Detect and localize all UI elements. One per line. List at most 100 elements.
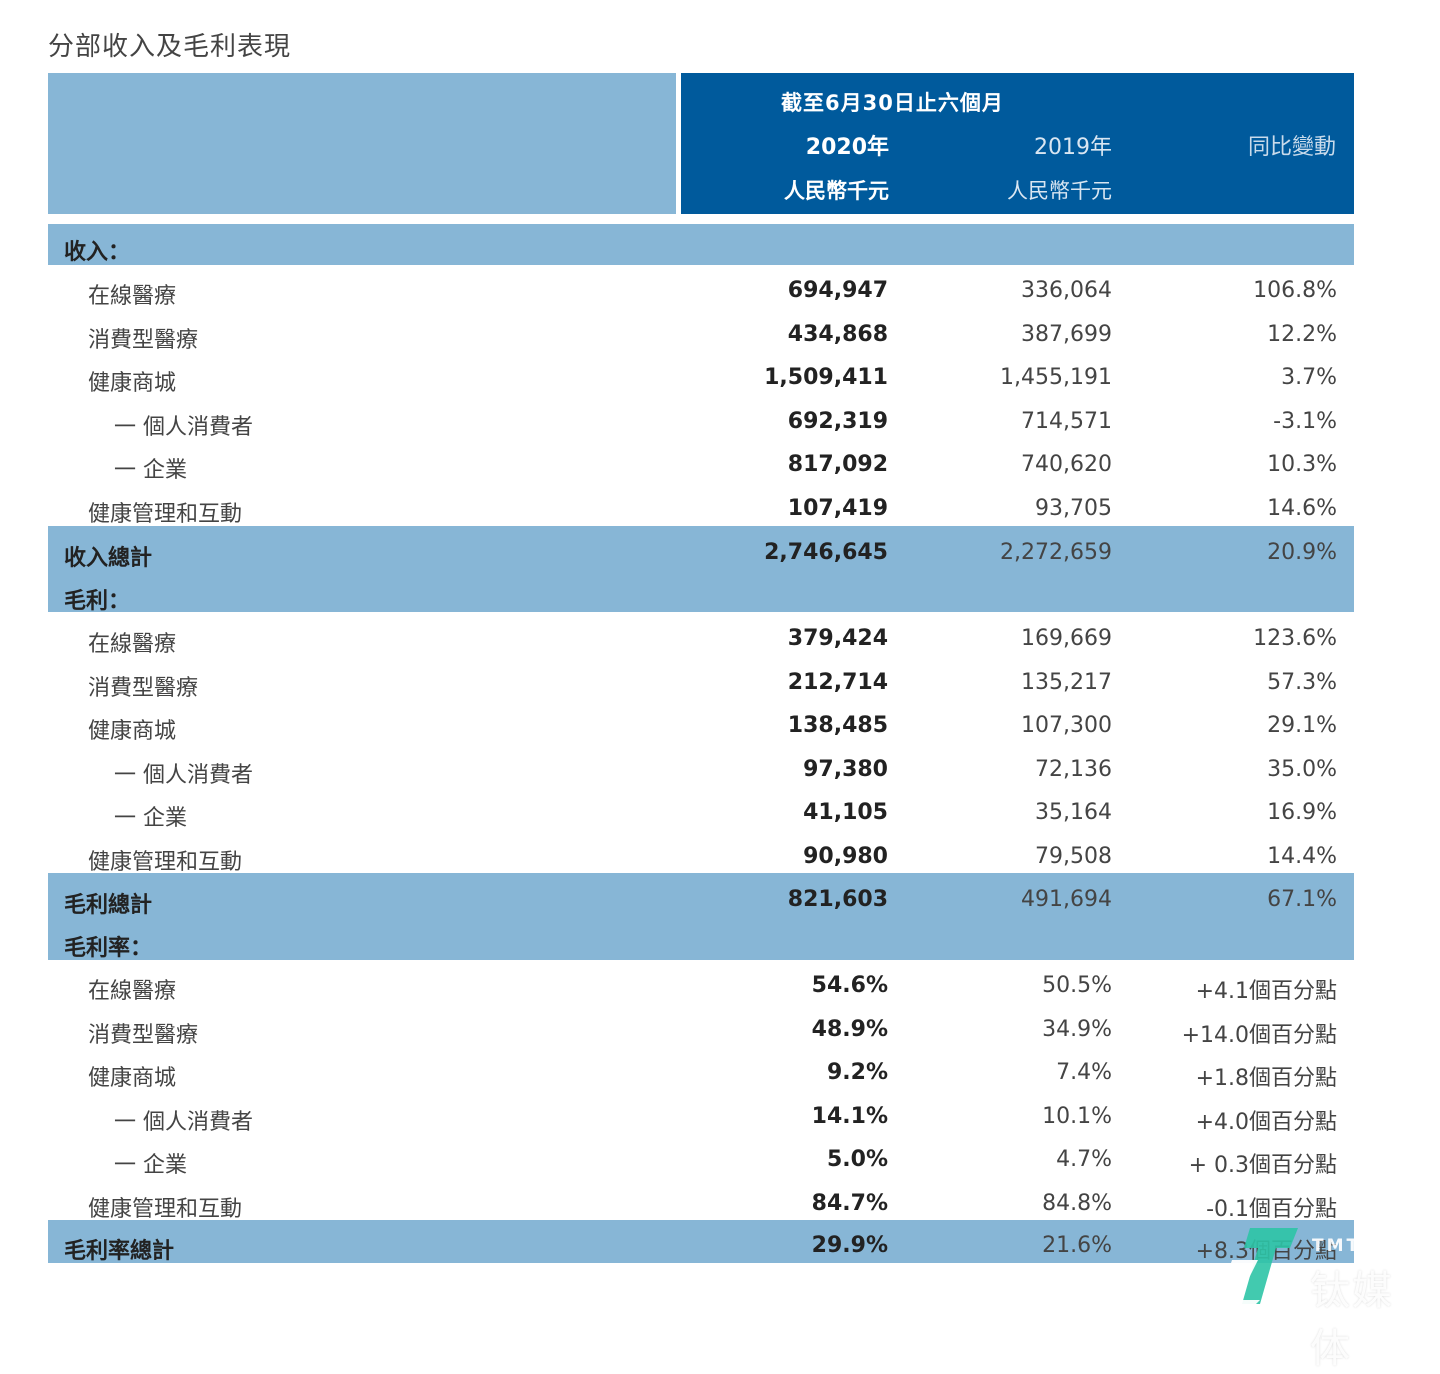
value-2020: 48.9% bbox=[811, 1016, 888, 1042]
value-change: -3.1% bbox=[1273, 408, 1337, 434]
value-2020: 694,947 bbox=[787, 278, 888, 303]
tmtpost-logo-icon bbox=[1228, 1228, 1298, 1304]
value-2019: 1,455,191 bbox=[1000, 365, 1112, 390]
row-label: 消費型醫療 bbox=[88, 675, 199, 701]
section-label-gross-profit: 毛利： bbox=[48, 575, 1354, 618]
value-2019: 387,699 bbox=[1021, 321, 1112, 347]
page-title: 分部收入及毛利表現 bbox=[48, 32, 292, 62]
revenue-total-row: 收入總計 2,746,645 2,272,659 20.9% bbox=[48, 532, 1354, 575]
value-2020: 379,424 bbox=[787, 626, 888, 651]
value-change: +4.0個百分點 bbox=[1195, 1109, 1337, 1135]
value-2020: 97,380 bbox=[803, 756, 888, 782]
row-label: 健康管理和互動 bbox=[88, 849, 243, 875]
row-label: 一 個人消費者 bbox=[114, 414, 253, 440]
value-2020: 212,714 bbox=[787, 669, 888, 695]
row-label: 一 個人消費者 bbox=[114, 1109, 253, 1135]
value-2020: 1,509,411 bbox=[764, 365, 888, 390]
value-2019: 79,508 bbox=[1035, 843, 1112, 869]
value-change: -0.1個百分點 bbox=[1206, 1196, 1337, 1222]
watermark-brand-en: TMTPOST bbox=[1312, 1236, 1424, 1256]
header-label-block bbox=[48, 73, 676, 214]
row-label: 在線醫療 bbox=[88, 284, 177, 309]
value-2020: 90,980 bbox=[803, 843, 888, 869]
value-change: 16.9% bbox=[1267, 800, 1337, 825]
table-row: 健康管理和互動 107,419 93,705 14.6% bbox=[48, 488, 1354, 531]
value-2019: 4.7% bbox=[1056, 1147, 1112, 1172]
value-2019: 135,217 bbox=[1021, 669, 1112, 695]
value-change: 29.1% bbox=[1267, 713, 1337, 738]
table-row: 消費型醫療 212,714 135,217 57.3% bbox=[48, 662, 1354, 705]
row-label: 健康商城 bbox=[88, 371, 177, 396]
value-2019: 714,571 bbox=[1021, 408, 1112, 434]
value-change: + 0.3個百分點 bbox=[1188, 1153, 1337, 1178]
value-2020: 29.9% bbox=[811, 1233, 888, 1258]
value-2019: 7.4% bbox=[1056, 1060, 1112, 1085]
value-2020: 821,603 bbox=[787, 887, 888, 912]
table-row: 在線醫療 694,947 336,064 106.8% bbox=[48, 270, 1354, 313]
value-change: 3.7% bbox=[1281, 365, 1337, 390]
column-unit: 人民幣千元 bbox=[1007, 179, 1112, 203]
column-header-2020: 2020年 人民幣千元 bbox=[784, 73, 889, 205]
value-change: 123.6% bbox=[1253, 626, 1337, 651]
section-band-gm-total bbox=[48, 1220, 1354, 1263]
value-2019: 169,669 bbox=[1021, 626, 1112, 651]
table-row: 在線醫療 54.6% 50.5% +4.1個百分點 bbox=[48, 965, 1354, 1008]
value-2019: 2,272,659 bbox=[1000, 540, 1112, 565]
table-row: 一 個人消費者 97,380 72,136 35.0% bbox=[48, 749, 1354, 792]
value-change: 57.3% bbox=[1267, 669, 1337, 695]
value-2020: 9.2% bbox=[826, 1060, 888, 1085]
value-change: 67.1% bbox=[1267, 887, 1337, 912]
row-label: 健康管理和互動 bbox=[88, 1196, 243, 1222]
value-2019: 50.5% bbox=[1042, 973, 1112, 998]
section-band-revenue bbox=[48, 224, 1354, 265]
table-row: 健康商城 1,509,411 1,455,191 3.7% bbox=[48, 357, 1354, 400]
column-unit: 人民幣千元 bbox=[784, 179, 889, 203]
row-label: 在線醫療 bbox=[88, 632, 177, 657]
value-change: 10.3% bbox=[1267, 452, 1337, 477]
value-change: 35.0% bbox=[1267, 756, 1337, 782]
value-2019: 34.9% bbox=[1042, 1016, 1112, 1042]
gross-profit-total-row: 毛利總計 821,603 491,694 67.1% bbox=[48, 879, 1354, 922]
value-change: 14.4% bbox=[1267, 843, 1337, 869]
value-change: 106.8% bbox=[1253, 278, 1337, 303]
value-2020: 692,319 bbox=[787, 408, 888, 434]
value-2019: 84.8% bbox=[1042, 1190, 1112, 1216]
row-label: 毛利總計 bbox=[64, 893, 153, 918]
row-label: 一 個人消費者 bbox=[114, 762, 253, 788]
row-label: 消費型醫療 bbox=[88, 1022, 199, 1048]
value-2020: 41,105 bbox=[803, 800, 888, 825]
table-row: 健康管理和互動 84.7% 84.8% -0.1個百分點 bbox=[48, 1183, 1354, 1226]
row-label: 在線醫療 bbox=[88, 979, 177, 1004]
section-band-gp-total bbox=[48, 873, 1354, 960]
table-row: 一 企業 5.0% 4.7% + 0.3個百分點 bbox=[48, 1139, 1354, 1182]
table-row: 健康管理和互動 90,980 79,508 14.4% bbox=[48, 836, 1354, 879]
value-2020: 138,485 bbox=[787, 713, 888, 738]
table-row: 消費型醫療 434,868 387,699 12.2% bbox=[48, 314, 1354, 357]
gross-margin-total-row: 毛利率總計 29.9% 21.6% +8.3個百分點 bbox=[48, 1225, 1354, 1268]
value-2019: 336,064 bbox=[1021, 278, 1112, 303]
table-row: 一 個人消費者 14.1% 10.1% +4.0個百分點 bbox=[48, 1096, 1354, 1139]
header-columns-block: 截至6月30日止六個月 2020年 人民幣千元 2019年 人民幣千元 同比變動 bbox=[681, 73, 1354, 214]
value-2020: 84.7% bbox=[811, 1190, 888, 1216]
value-2019: 35,164 bbox=[1035, 800, 1112, 825]
table-row: 一 企業 817,092 740,620 10.3% bbox=[48, 444, 1354, 487]
column-header-2019: 2019年 人民幣千元 bbox=[1007, 73, 1112, 205]
value-change: 20.9% bbox=[1267, 540, 1337, 565]
value-2019: 93,705 bbox=[1035, 495, 1112, 521]
value-2020: 54.6% bbox=[811, 973, 888, 998]
value-2020: 817,092 bbox=[787, 452, 888, 477]
value-change: +4.1個百分點 bbox=[1195, 979, 1337, 1004]
column-header-yoy: 同比變動 bbox=[1248, 73, 1336, 161]
row-label: 健康商城 bbox=[88, 1066, 177, 1091]
value-change: 12.2% bbox=[1267, 321, 1337, 347]
value-2019: 107,300 bbox=[1021, 713, 1112, 738]
section-label: 收入： bbox=[64, 240, 131, 265]
period-label: 截至6月30日止六個月 bbox=[781, 91, 1004, 115]
value-2019: 10.1% bbox=[1042, 1103, 1112, 1129]
table-row: 一 企業 41,105 35,164 16.9% bbox=[48, 792, 1354, 835]
table-row: 健康商城 9.2% 7.4% +1.8個百分點 bbox=[48, 1052, 1354, 1095]
value-2019: 21.6% bbox=[1042, 1233, 1112, 1258]
row-label: 一 企業 bbox=[114, 458, 187, 483]
table-row: 消費型醫療 48.9% 34.9% +14.0個百分點 bbox=[48, 1009, 1354, 1052]
value-change: +1.8個百分點 bbox=[1195, 1066, 1337, 1091]
